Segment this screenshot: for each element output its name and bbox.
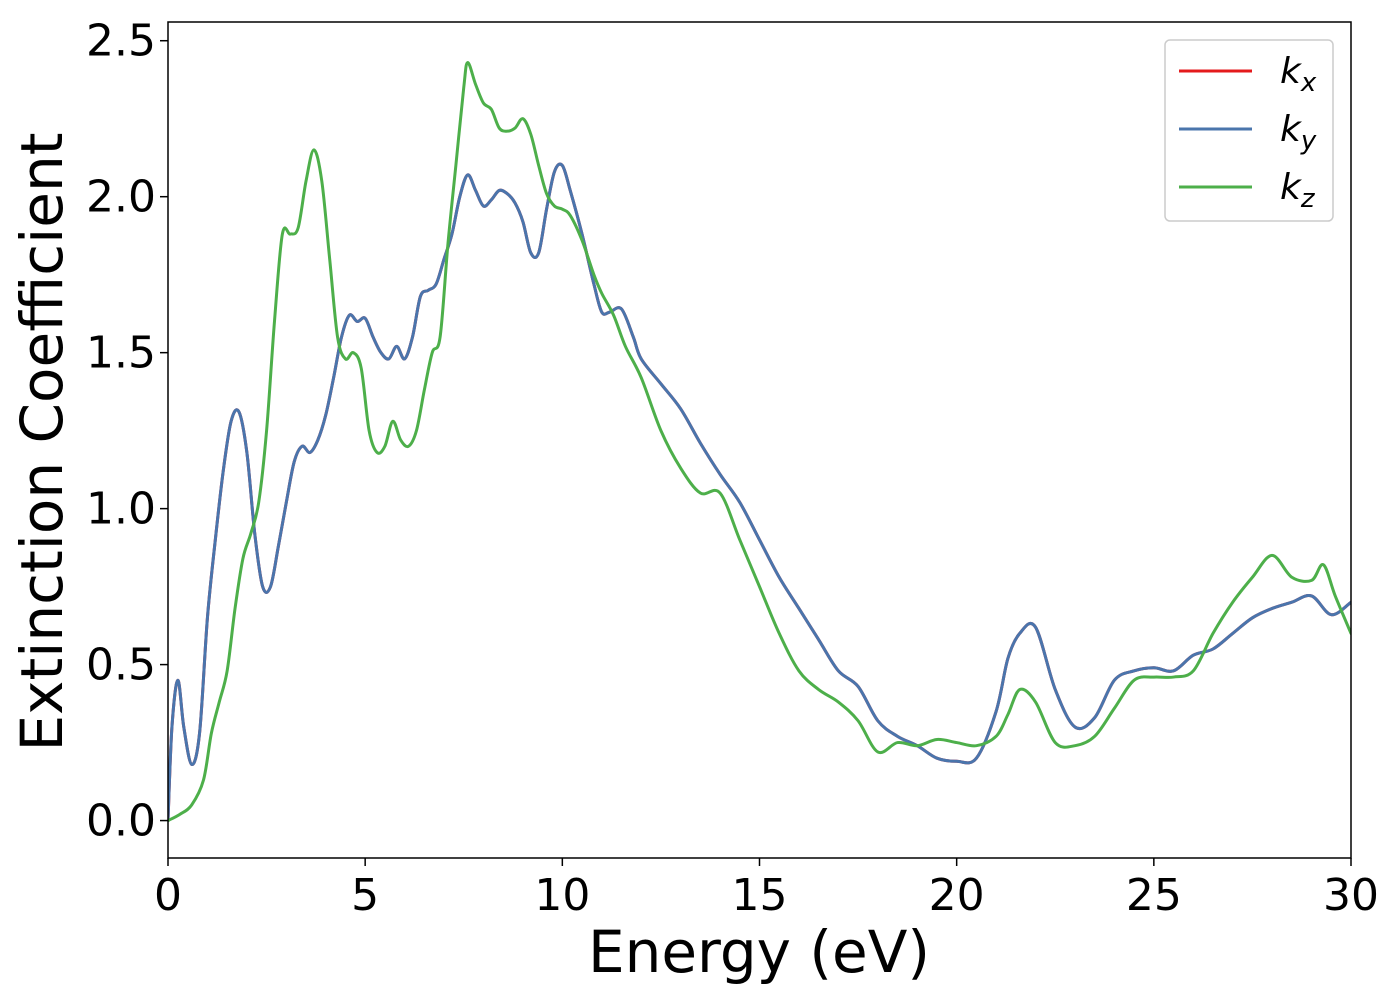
legend: kx ky kz bbox=[1164, 39, 1334, 222]
x-tick-label: 30 bbox=[1323, 870, 1379, 921]
series-line-ky bbox=[168, 162, 1351, 823]
y-tick-label: 2.0 bbox=[86, 172, 156, 223]
y-tick-label: 2.5 bbox=[86, 16, 156, 67]
y-tick-label: 1.0 bbox=[86, 484, 156, 535]
legend-label-kx: kx bbox=[1280, 51, 1317, 98]
y-axis-label: Extinction Coefficient bbox=[8, 133, 76, 752]
y-tick-label: 0.0 bbox=[86, 796, 156, 847]
y-tick-label: 0.5 bbox=[86, 640, 156, 691]
x-tick-label: 0 bbox=[154, 870, 182, 921]
x-tick-label: 15 bbox=[732, 870, 788, 921]
plot-background bbox=[168, 22, 1351, 858]
x-axis: 0 5 10 15 20 25 30 bbox=[154, 858, 1379, 921]
y-tick-label: 1.5 bbox=[86, 328, 156, 379]
series-line-kz bbox=[168, 61, 1351, 823]
series-lines bbox=[168, 61, 1351, 823]
legend-label-kz: kz bbox=[1280, 167, 1316, 214]
legend-label-ky: ky bbox=[1280, 109, 1317, 156]
x-tick-label: 25 bbox=[1126, 870, 1182, 921]
x-axis-label: Energy (eV) bbox=[588, 918, 930, 986]
x-tick-label: 5 bbox=[351, 870, 379, 921]
x-tick-label: 20 bbox=[929, 870, 985, 921]
x-tick-label: 10 bbox=[534, 870, 590, 921]
y-axis: 0.0 0.5 1.0 1.5 2.0 2.5 bbox=[86, 16, 168, 847]
